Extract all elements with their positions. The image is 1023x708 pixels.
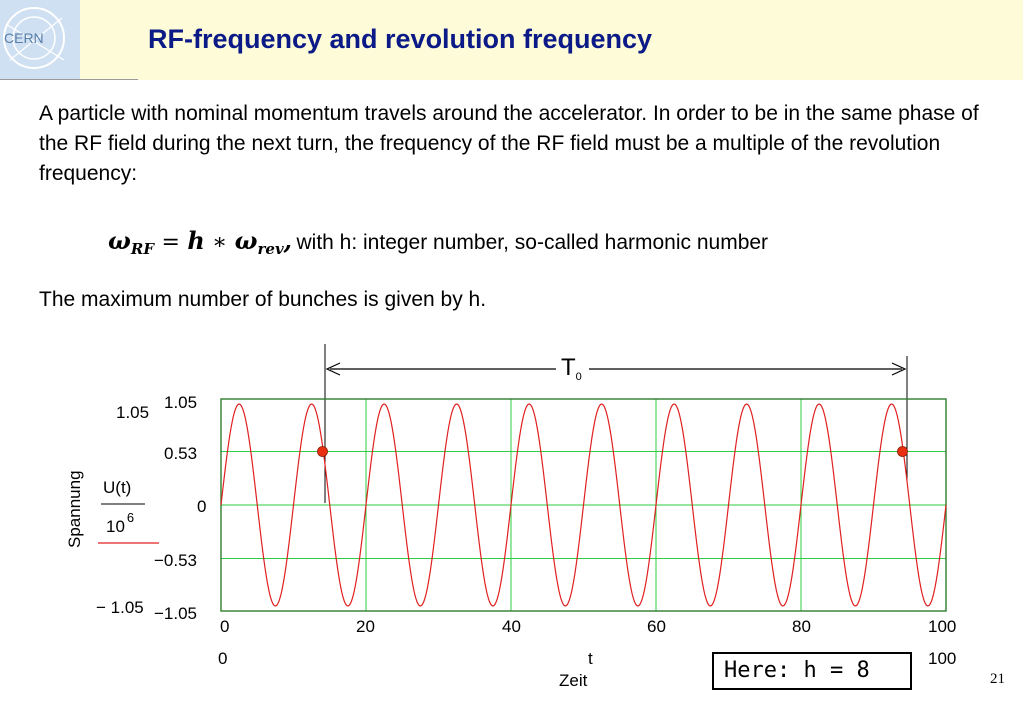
omega-rf: ωRF <box>108 226 154 258</box>
x-outer-left-label: 0 <box>218 649 227 668</box>
y-expression-denominator: 10 6 <box>106 510 134 536</box>
formula-comma: , <box>283 226 293 255</box>
y-expression-exponent: 6 <box>127 510 134 525</box>
series-line-sine <box>220 403 947 607</box>
chart-markers <box>317 446 908 457</box>
period-label: T0 <box>561 354 582 383</box>
x-tick-label: 20 <box>356 617 375 636</box>
cern-logo-icon: CERN <box>3 7 65 69</box>
x-variable-label: t <box>588 649 593 668</box>
formula-description: with h: integer number, so-called harmon… <box>296 231 769 254</box>
header-divider <box>0 79 138 80</box>
harmonic-note-box: Here: h = 8 <box>712 652 912 690</box>
x-tick-label: 60 <box>647 617 666 636</box>
omega-rev: ωrev <box>234 226 284 258</box>
x-outer-right-label: 100 <box>928 649 956 668</box>
slide-header <box>0 0 1023 80</box>
y-outer-bottom-label: − 1.05 <box>96 598 144 617</box>
logo-text: CERN <box>4 30 44 46</box>
rf-subscript: RF <box>130 240 154 258</box>
x-axis-title: Zeit <box>559 671 588 690</box>
y-expression-numerator: U(t) <box>103 478 131 497</box>
x-tick-label: 100 <box>928 617 956 636</box>
period-arrow-right-head <box>891 362 907 376</box>
x-tick-label: 40 <box>502 617 521 636</box>
y-tick-label: 0 <box>197 497 206 516</box>
harmonic-h: h <box>187 226 205 255</box>
equals-sign: = <box>161 230 180 255</box>
y-tick-label: 1.05 <box>164 393 197 412</box>
x-tick-label: 0 <box>220 617 229 636</box>
period-marker-point <box>317 446 328 457</box>
period-arrow-left-head <box>325 362 341 376</box>
times-sign: ∗ <box>212 230 228 255</box>
page-number: 21 <box>990 671 1005 687</box>
period-label-sub: 0 <box>576 371 582 383</box>
rf-formula: ωRF = h ∗ ωrev, with h: integer number, … <box>108 226 768 260</box>
cern-logo: CERN <box>0 0 80 80</box>
y-tick-label: 0.53 <box>164 444 197 463</box>
y-outer-top-label: 1.05 <box>116 403 149 422</box>
period-label-box <box>556 351 589 385</box>
y-tick-label: −0.53 <box>154 551 197 570</box>
y-axis-title: Spannung <box>65 470 84 548</box>
period-marker-point <box>897 446 908 457</box>
intro-paragraph: A particle with nominal momentum travels… <box>39 102 979 185</box>
slide-title: RF-frequency and revolution frequency <box>148 24 653 54</box>
rev-subscript: rev <box>257 240 284 258</box>
y-tick-label: −1.05 <box>154 604 197 623</box>
x-tick-label: 80 <box>792 617 811 636</box>
bunches-sentence: The maximum number of bunches is given b… <box>39 288 487 311</box>
